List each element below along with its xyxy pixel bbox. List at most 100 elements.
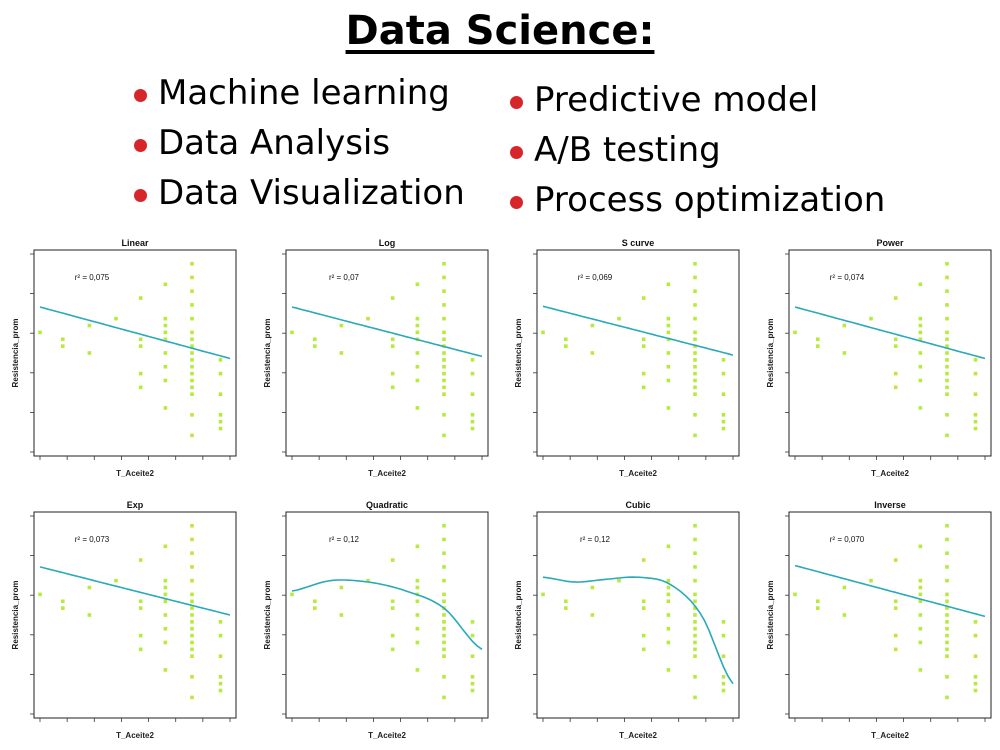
data-point	[313, 344, 317, 348]
data-point	[390, 371, 395, 376]
data-point	[564, 606, 568, 610]
data-point	[973, 633, 978, 638]
data-point	[693, 523, 697, 528]
data-point	[218, 358, 223, 362]
data-point	[693, 626, 697, 631]
data-point	[918, 578, 923, 583]
data-point	[641, 337, 646, 342]
data-point	[693, 364, 697, 369]
data-point	[415, 599, 420, 604]
data-point	[470, 419, 475, 424]
data-point	[918, 351, 923, 355]
bullet-dot-icon	[134, 139, 147, 152]
data-point	[442, 578, 446, 583]
data-point	[842, 613, 847, 617]
data-point	[945, 620, 949, 624]
data-point	[442, 392, 446, 396]
fit-curve	[794, 306, 986, 360]
r-squared-label: r² = 0,07	[329, 273, 360, 282]
data-point	[693, 613, 697, 617]
data-point	[973, 675, 978, 679]
data-point	[693, 316, 697, 321]
data-point	[893, 337, 898, 342]
data-point	[945, 633, 949, 638]
data-point	[163, 282, 168, 287]
data-point	[470, 675, 475, 679]
data-point	[816, 599, 820, 604]
data-point	[190, 413, 194, 417]
x-axis-label: T_Aceite2	[368, 731, 406, 740]
data-point	[190, 565, 194, 569]
data-point	[693, 599, 697, 604]
data-point	[721, 654, 726, 658]
data-point	[945, 371, 949, 376]
data-point	[442, 523, 446, 528]
data-point	[313, 606, 317, 610]
data-point	[641, 633, 646, 638]
data-point	[666, 613, 671, 617]
data-point	[442, 537, 446, 542]
data-point	[190, 371, 194, 376]
y-axis-label: Resistencia_prom	[11, 319, 20, 388]
data-point	[415, 544, 420, 549]
fit-curve	[39, 566, 231, 616]
data-point	[693, 565, 697, 569]
data-point	[190, 613, 194, 617]
bullet-dot-icon	[134, 189, 147, 202]
data-point	[641, 599, 646, 604]
data-point	[442, 551, 446, 555]
data-point	[693, 303, 697, 307]
data-point	[945, 358, 949, 362]
data-point	[470, 413, 475, 417]
plot-frame	[536, 249, 740, 457]
r-squared-label: r² = 0,074	[830, 273, 865, 282]
data-point	[190, 537, 194, 542]
r-squared-label: r² = 0,070	[830, 535, 865, 544]
data-point	[415, 378, 420, 383]
data-point	[138, 606, 143, 610]
data-point	[163, 323, 168, 328]
data-point	[641, 558, 646, 562]
data-point	[693, 620, 697, 624]
plot-frame	[788, 511, 992, 719]
chart-panel: Log r² = 0,07 T_Aceite2 Resistencia_prom	[262, 236, 490, 478]
data-point	[163, 578, 168, 583]
data-point	[693, 371, 697, 376]
data-point	[163, 585, 168, 590]
data-point	[666, 599, 671, 604]
data-point	[190, 606, 194, 610]
data-point	[918, 330, 923, 335]
bullet-dot-icon	[510, 96, 523, 109]
data-point	[442, 647, 446, 652]
data-point	[190, 640, 194, 645]
r-squared-label: r² = 0,12	[580, 535, 611, 544]
data-point	[114, 578, 118, 583]
plot-frame	[536, 511, 740, 719]
chart-panel: Linear r² = 0,075 T_Aceite2 Resistencia_pro…	[10, 236, 238, 478]
data-point	[190, 433, 194, 438]
bullet-label: Data Visualization	[158, 173, 465, 213]
chart-svg: Quadratic r² = 0,12 T_Aceite2 Resistencia_p…	[263, 500, 489, 740]
chart-title: S curve	[622, 238, 655, 248]
data-point	[693, 344, 697, 348]
bullet-item: Data Analysis	[134, 118, 465, 168]
data-point	[442, 289, 446, 293]
data-point	[415, 640, 420, 645]
data-point	[666, 351, 671, 355]
bullet-dot-icon	[510, 196, 523, 209]
data-point	[138, 385, 143, 390]
data-point	[415, 364, 420, 369]
data-point	[442, 261, 446, 266]
data-point	[190, 303, 194, 307]
chart-panel: Power r² = 0,074 T_Aceite2 Resistencia_prom	[765, 236, 993, 478]
data-point	[918, 599, 923, 604]
data-point	[163, 378, 168, 383]
data-point	[973, 681, 978, 686]
bullet-item: Machine learning	[134, 68, 465, 118]
data-point	[945, 433, 949, 438]
data-point	[918, 337, 923, 342]
data-point	[190, 620, 194, 624]
data-point	[415, 613, 420, 617]
r-squared-label: r² = 0,069	[578, 273, 613, 282]
y-axis-label: Resistencia_prom	[263, 581, 272, 650]
